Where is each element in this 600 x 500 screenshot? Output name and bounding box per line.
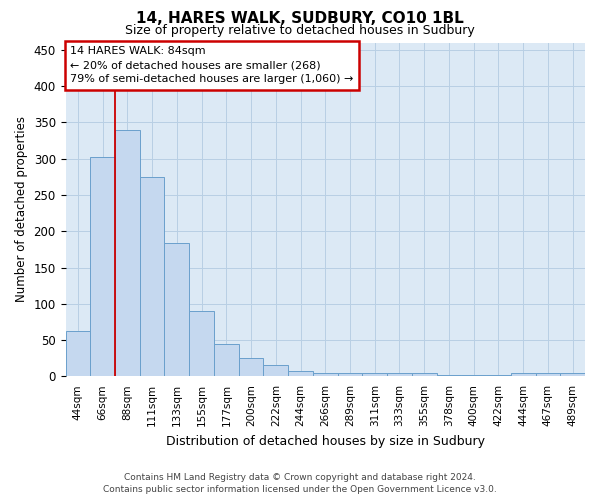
Bar: [511, 374, 536, 376]
Bar: [140, 177, 164, 376]
Bar: [65, 332, 90, 376]
Bar: [90, 157, 115, 376]
Text: 14 HARES WALK: 84sqm
← 20% of detached houses are smaller (268)
79% of semi-deta: 14 HARES WALK: 84sqm ← 20% of detached h…: [70, 46, 354, 84]
X-axis label: Distribution of detached houses by size in Sudbury: Distribution of detached houses by size …: [166, 434, 485, 448]
Text: 14, HARES WALK, SUDBURY, CO10 1BL: 14, HARES WALK, SUDBURY, CO10 1BL: [136, 11, 464, 26]
Bar: [164, 243, 189, 376]
Bar: [362, 374, 387, 376]
Bar: [437, 375, 461, 376]
Bar: [412, 374, 437, 376]
Text: Size of property relative to detached houses in Sudbury: Size of property relative to detached ho…: [125, 24, 475, 37]
Bar: [560, 374, 585, 376]
Bar: [288, 370, 313, 376]
Bar: [239, 358, 263, 376]
Bar: [214, 344, 239, 376]
Bar: [189, 311, 214, 376]
Bar: [461, 375, 486, 376]
Bar: [536, 374, 560, 376]
Bar: [387, 374, 412, 376]
Text: Contains HM Land Registry data © Crown copyright and database right 2024.
Contai: Contains HM Land Registry data © Crown c…: [103, 472, 497, 494]
Bar: [486, 375, 511, 376]
Bar: [338, 373, 362, 376]
Y-axis label: Number of detached properties: Number of detached properties: [15, 116, 28, 302]
Bar: [263, 365, 288, 376]
Bar: [313, 373, 338, 376]
Bar: [115, 130, 140, 376]
